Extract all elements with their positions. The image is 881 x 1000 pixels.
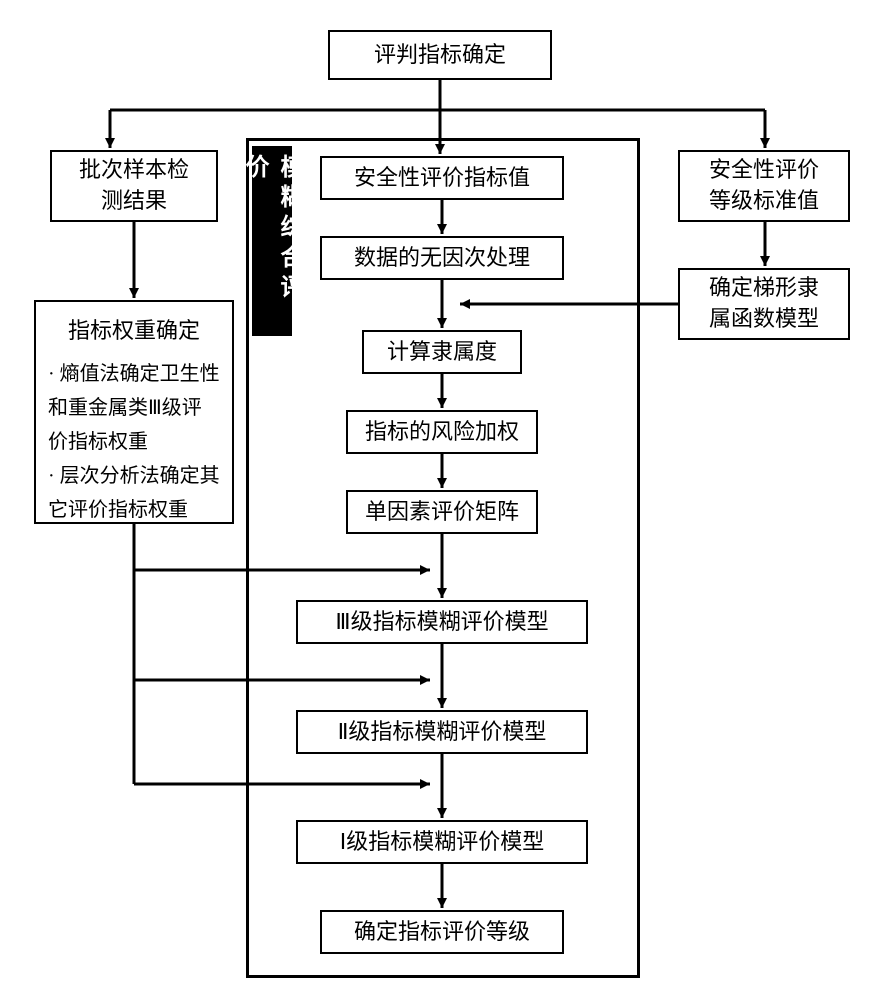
c8-text: Ⅰ级指标模糊评价模型 <box>340 827 545 858</box>
center-box-2: 数据的无因次处理 <box>320 236 564 280</box>
weight-bullet-1: · 熵值法确定卫生性和重金属类Ⅲ级评价指标权重 <box>48 357 220 459</box>
sample-result-box: 批次样本检 测结果 <box>50 150 218 222</box>
center-box-5: 单因素评价矩阵 <box>346 490 538 534</box>
center-box-3: 计算隶属度 <box>362 330 522 374</box>
center-box-8: Ⅰ级指标模糊评价模型 <box>296 820 588 864</box>
c2-text: 数据的无因次处理 <box>354 243 530 274</box>
c7-text: Ⅱ级指标模糊评价模型 <box>338 717 547 748</box>
c9-text: 确定指标评价等级 <box>354 917 530 948</box>
top-box-text: 评判指标确定 <box>374 40 506 71</box>
center-box-1: 安全性评价指标值 <box>320 156 564 200</box>
fuzzy-eval-label-text: 模糊综合评价 <box>237 154 307 328</box>
c5-text: 单因素评价矩阵 <box>365 497 519 528</box>
weight-title: 指标权重确定 <box>48 312 220 349</box>
c4-text: 指标的风险加权 <box>365 417 519 448</box>
weight-box: 指标权重确定 · 熵值法确定卫生性和重金属类Ⅲ级评价指标权重 · 层次分析法确定… <box>34 300 234 524</box>
center-box-4: 指标的风险加权 <box>346 410 538 454</box>
center-box-9: 确定指标评价等级 <box>320 910 564 954</box>
c3-text: 计算隶属度 <box>387 337 497 368</box>
r2-text: 确定梯形隶 属函数模型 <box>709 273 819 335</box>
right-box-1: 安全性评价 等级标准值 <box>678 150 850 222</box>
center-box-7: Ⅱ级指标模糊评价模型 <box>296 710 588 754</box>
weight-bullet-2: · 层次分析法确定其它评价指标权重 <box>48 459 220 527</box>
c1-text: 安全性评价指标值 <box>354 163 530 194</box>
fuzzy-eval-label: 模糊综合评价 <box>252 146 292 336</box>
center-box-6: Ⅲ级指标模糊评价模型 <box>296 600 588 644</box>
r1-text: 安全性评价 等级标准值 <box>709 155 819 217</box>
top-box: 评判指标确定 <box>328 30 552 80</box>
sample-result-text: 批次样本检 测结果 <box>79 155 189 217</box>
right-box-2: 确定梯形隶 属函数模型 <box>678 268 850 340</box>
c6-text: Ⅲ级指标模糊评价模型 <box>335 607 548 638</box>
